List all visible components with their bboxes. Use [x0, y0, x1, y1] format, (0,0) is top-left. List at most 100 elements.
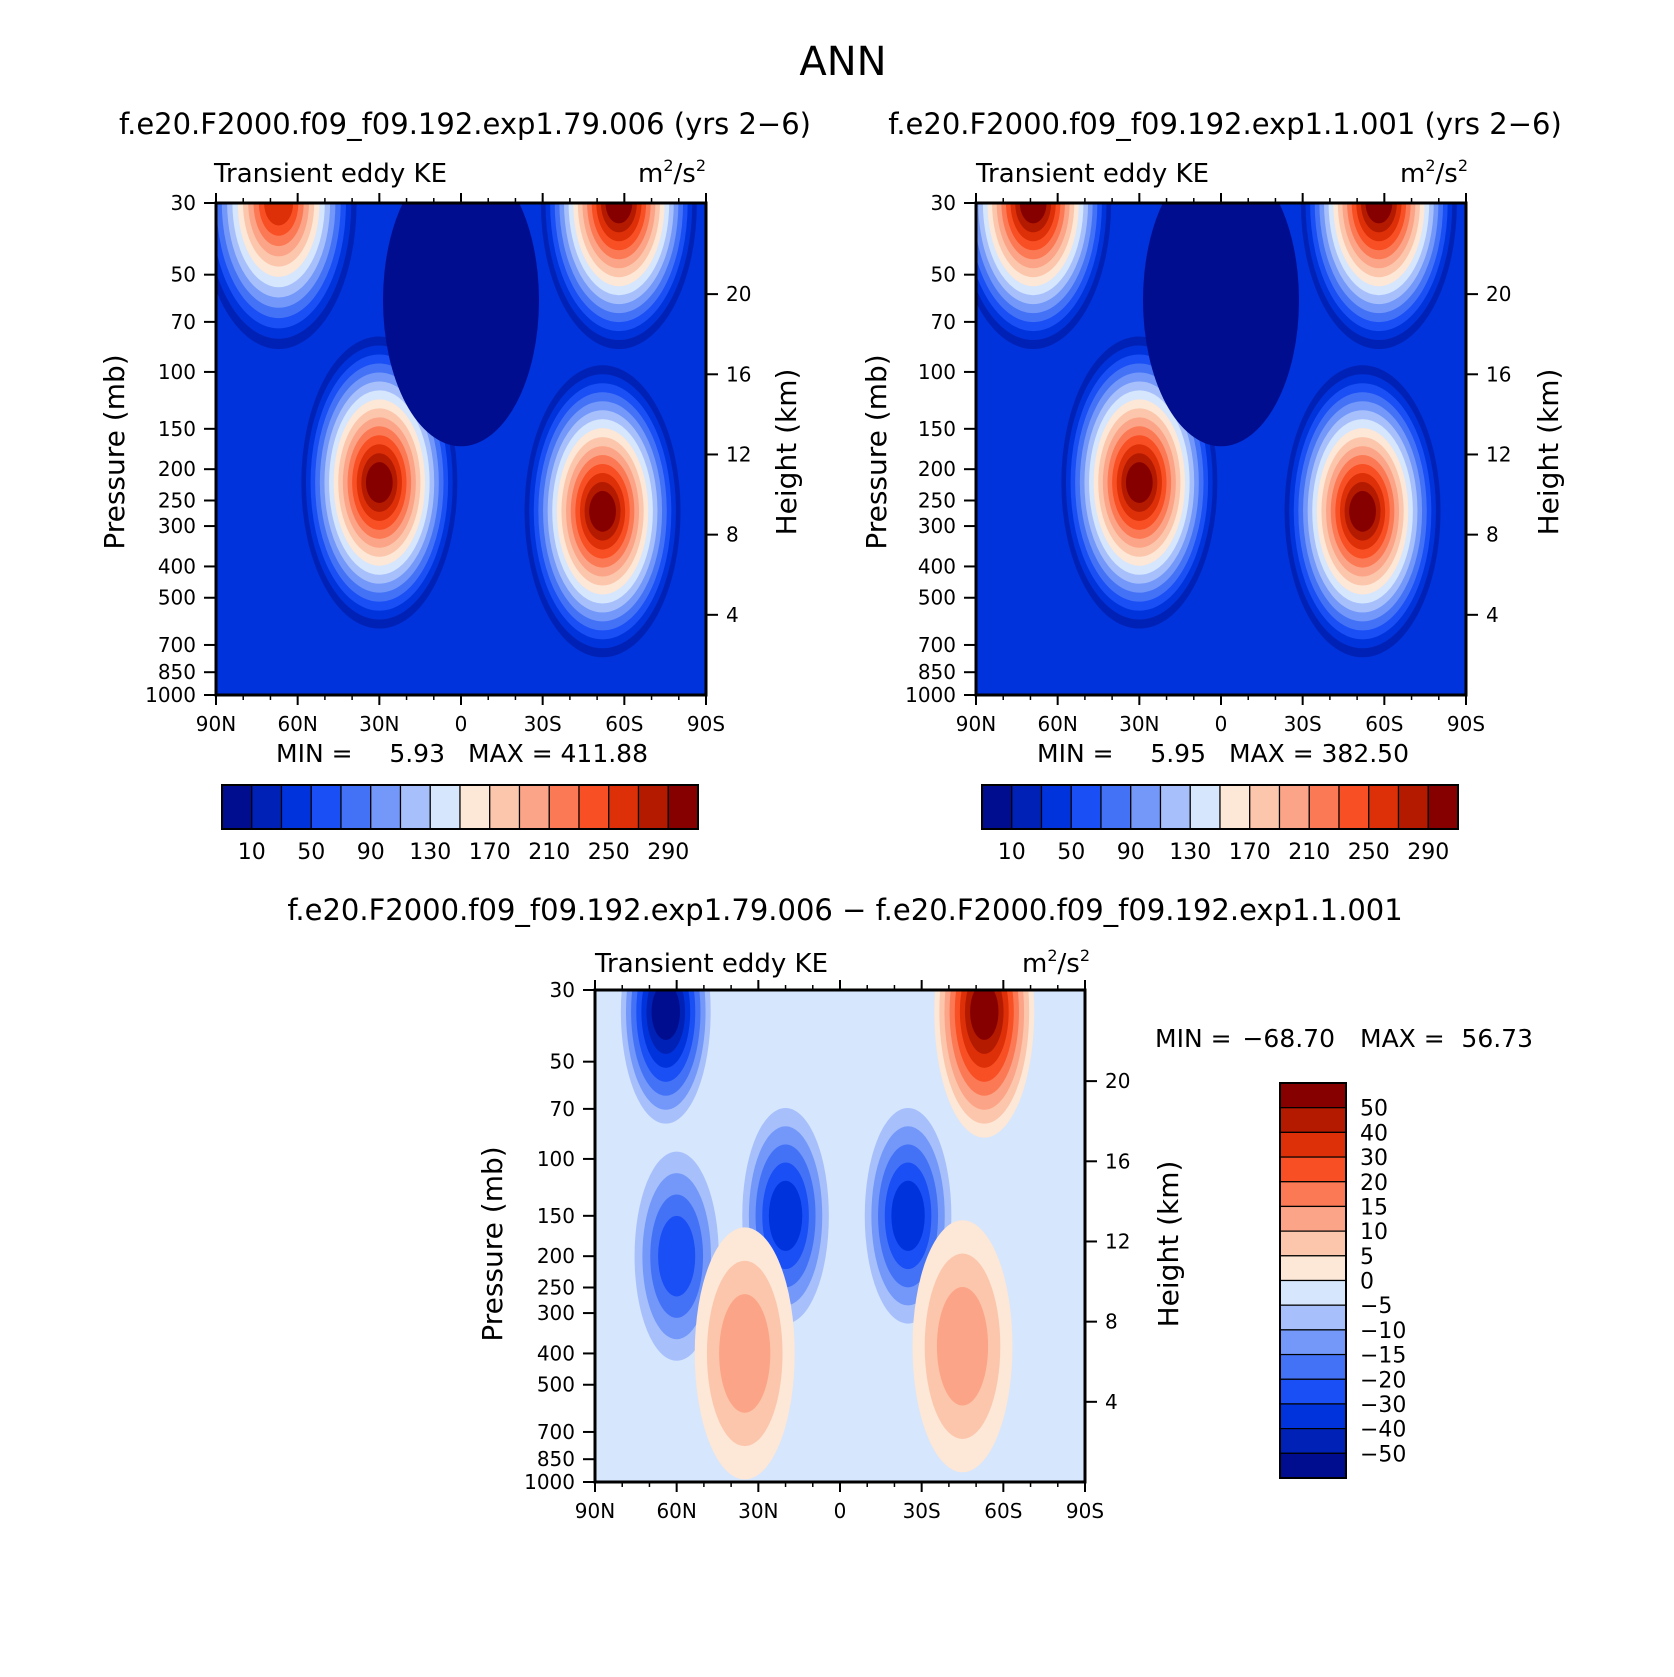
contour-fill-1-7 [970, 990, 999, 1040]
panel-1-ylabel: Pressure (mb) [98, 354, 131, 549]
panel-2-y2label: Height (km) [1532, 369, 1565, 536]
contour-fill-3-5 [891, 1180, 925, 1251]
colorbar-box [399, 784, 431, 830]
colorbar-label: 210 [1288, 840, 1330, 865]
y-tick-label: 850 [918, 660, 956, 684]
colorbar-box [667, 784, 699, 830]
y-tick-label: 150 [918, 417, 956, 441]
y-tick-label: 200 [158, 457, 196, 481]
colorbar-box [1070, 784, 1102, 830]
contour-fill-6-2 [719, 1294, 771, 1413]
colorbar-label: 210 [528, 840, 570, 865]
y-tick-label: 500 [537, 1373, 575, 1397]
colorbar-box [310, 784, 342, 830]
panel-2-ylabel: Pressure (mb) [860, 354, 893, 549]
y-tick-label: 1000 [145, 683, 196, 707]
contour-fill-5-2 [936, 1286, 989, 1406]
panel-3-plot: 90N 60N 30N 0 30S 60S 90S 30 50 70 100 150 200 250300… [524, 978, 1130, 1523]
x-tick-label: 90S [1066, 1499, 1104, 1523]
colorbar-label: 50 [1360, 1097, 1388, 1122]
y-tick-label: 50 [171, 263, 196, 287]
x-tick-label: 30N [1119, 712, 1159, 736]
colorbar-label: 170 [469, 840, 511, 865]
colorbar-box [1279, 1353, 1347, 1380]
y-tick-label: 200 [537, 1244, 575, 1268]
colorbar-box [459, 784, 491, 830]
panel-3-left-string: Transient eddy KE [594, 949, 828, 979]
y2-tick-label: 4 [1486, 603, 1499, 627]
x-tick-label: 90S [687, 712, 725, 736]
y-tick-label: 500 [158, 586, 196, 610]
panel-1-max-value: 411.88 [561, 739, 648, 768]
y-tick-label: 150 [158, 417, 196, 441]
contour-fill-0-14 [1125, 462, 1153, 503]
y-tick-label: 1000 [905, 683, 956, 707]
y-tick-label: 500 [918, 586, 956, 610]
colorbar-label: 90 [357, 840, 385, 865]
y-tick-label: 1000 [524, 1470, 575, 1494]
panel-1-colorbar: 10 50 90 130 170 210 250 290 [221, 784, 699, 865]
y-tick-label: 400 [918, 554, 956, 578]
colorbar-box [1279, 1082, 1347, 1109]
panel-2-left-string: Transient eddy KE [975, 159, 1209, 189]
colorbar-label: 20 [1360, 1171, 1388, 1196]
x-tick-label: 90N [956, 712, 996, 736]
y-tick-label: 250 [537, 1275, 575, 1299]
x-tick-label: 60S [1365, 712, 1403, 736]
x-tick-label: 30N [738, 1499, 778, 1523]
colorbar-label: 90 [1117, 840, 1145, 865]
panel-2-max-value: 382.50 [1322, 739, 1409, 768]
colorbar-box [578, 784, 610, 830]
colorbar-label: 30 [1360, 1146, 1388, 1171]
colorbar-label: 10 [1360, 1220, 1388, 1245]
y-tick-label: 300 [537, 1301, 575, 1325]
contour-fill-4-4 [658, 1215, 696, 1297]
panel-1-left-string: Transient eddy KE [213, 159, 447, 189]
y-tick-label: 300 [158, 514, 196, 538]
colorbar-label: −30 [1360, 1393, 1406, 1418]
x-tick-label: 90S [1447, 712, 1485, 736]
x-tick-label: 30S [1284, 712, 1322, 736]
colorbar-label: 130 [1169, 840, 1211, 865]
y2-tick-label: 12 [1105, 1229, 1130, 1253]
y2-tick-label: 16 [1486, 362, 1511, 386]
y-tick-label: 700 [918, 633, 956, 657]
x-tick-label: 30S [524, 712, 562, 736]
colorbar-box [1130, 784, 1162, 830]
y2-tick-label: 20 [1105, 1069, 1130, 1093]
colorbar-box [1397, 784, 1429, 830]
colorbar-box [1279, 1230, 1347, 1257]
colorbar-frame [221, 784, 699, 830]
panel-2: f.e20.F2000.f09_f09.192.exp1.1.001 (yrs … [860, 107, 1565, 865]
panel-3-field [595, 990, 1085, 1482]
panel-1-y2label: Height (km) [770, 369, 803, 536]
colorbar-label: −5 [1360, 1294, 1392, 1319]
panel-2-title: f.e20.F2000.f09_f09.192.exp1.1.001 (yrs … [888, 107, 1562, 141]
x-tick-label: 30N [359, 712, 399, 736]
colorbar-box [1011, 784, 1043, 830]
colorbar-box [1279, 1279, 1347, 1306]
panel-1-field [216, 203, 706, 695]
panel-2-field [976, 203, 1466, 695]
colorbar-label: 290 [647, 840, 689, 865]
x-tick-label: 90N [575, 1499, 615, 1523]
contour-fill-0-7 [651, 990, 680, 1040]
contour-fill-1-14 [1349, 490, 1376, 532]
y-tick-label: 700 [158, 633, 196, 657]
x-tick-label: 0 [455, 712, 468, 736]
y-tick-label: 100 [918, 360, 956, 384]
contour-fill-0-14 [365, 462, 393, 503]
panel-3-ylabel: Pressure (mb) [476, 1146, 509, 1341]
y-tick-label: 100 [537, 1147, 575, 1171]
colorbar-label: 10 [998, 840, 1026, 865]
x-tick-label: 60N [656, 1499, 696, 1523]
colorbar-box [518, 784, 550, 830]
colorbar-box [1279, 1107, 1347, 1133]
contour-fill-2-14 [1019, 203, 1047, 224]
figure-title: ANN [799, 39, 886, 85]
y-tick-label: 70 [931, 310, 956, 334]
colorbar-box [1279, 1156, 1347, 1183]
colorbar-box [1279, 1205, 1347, 1232]
